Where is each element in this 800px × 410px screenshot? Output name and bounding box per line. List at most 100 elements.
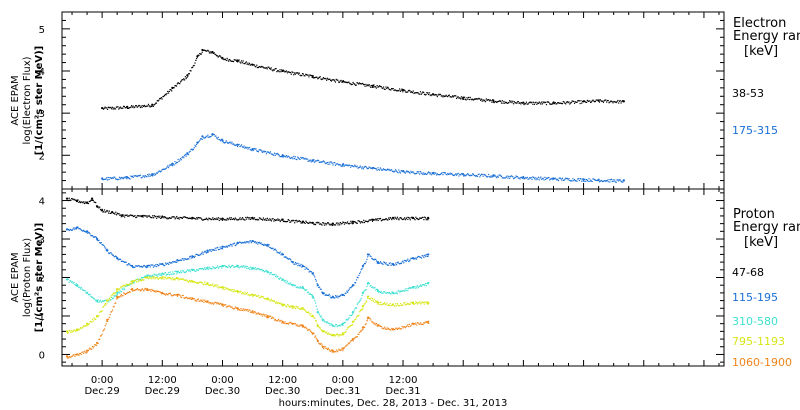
scatter-dot bbox=[193, 217, 195, 219]
scatter-dot bbox=[85, 231, 87, 234]
scatter-dot bbox=[139, 174, 142, 176]
scatter-dot bbox=[165, 274, 167, 276]
scatter-dot bbox=[240, 144, 243, 146]
scatter-dot bbox=[424, 94, 426, 96]
scatter-dot bbox=[244, 146, 247, 148]
scatter-dot bbox=[143, 104, 146, 107]
scatter-dot bbox=[139, 105, 141, 107]
scatter-dot bbox=[312, 272, 314, 274]
scatter-dot bbox=[178, 279, 180, 281]
scatter-dot bbox=[565, 103, 567, 105]
scatter-dot bbox=[500, 102, 503, 104]
scatter-dot bbox=[286, 220, 289, 222]
scatter-dot bbox=[399, 172, 402, 174]
scatter-dot bbox=[297, 306, 299, 308]
scatter-dot bbox=[189, 271, 191, 273]
scatter-dot bbox=[544, 176, 546, 179]
scatter-dot bbox=[147, 266, 149, 268]
scatter-dot bbox=[259, 66, 261, 68]
scatter-dot bbox=[312, 77, 314, 79]
scatter-dot bbox=[147, 105, 149, 107]
scatter-dot bbox=[412, 257, 414, 259]
scatter-dot bbox=[449, 96, 451, 98]
scatter-dot bbox=[480, 173, 483, 176]
scatter-dot bbox=[155, 291, 157, 293]
scatter-dot bbox=[215, 301, 217, 304]
scatter-dot bbox=[442, 96, 444, 98]
scatter-dot bbox=[621, 100, 623, 103]
scatter-dot bbox=[443, 172, 446, 174]
scatter-dot bbox=[148, 105, 150, 107]
scatter-dot bbox=[265, 153, 268, 155]
scatter-dot bbox=[240, 145, 242, 147]
scatter-dot bbox=[192, 281, 195, 283]
scatter-dot bbox=[367, 167, 369, 170]
scatter-dot bbox=[285, 256, 287, 258]
scatter-dot bbox=[112, 306, 114, 308]
scatter-dot bbox=[91, 348, 93, 350]
scatter-dot bbox=[594, 179, 597, 181]
scatter-dot bbox=[260, 314, 262, 316]
scatter-dot bbox=[260, 242, 262, 244]
scatter-dot bbox=[137, 265, 139, 267]
scatter-dot bbox=[577, 178, 579, 180]
scatter-dot bbox=[345, 222, 347, 224]
scatter-dot bbox=[175, 277, 177, 279]
scatter-dot bbox=[167, 167, 170, 169]
scatter-dot bbox=[176, 161, 178, 164]
scatter-dot bbox=[335, 349, 338, 351]
scatter-dot bbox=[559, 102, 561, 104]
scatter-dot bbox=[421, 92, 423, 94]
scatter-dot bbox=[262, 66, 264, 68]
scatter-dot bbox=[299, 308, 301, 310]
scatter-dot bbox=[355, 222, 358, 224]
scatter-dot bbox=[322, 320, 324, 322]
scatter-dot bbox=[162, 273, 164, 275]
scatter-dot bbox=[420, 322, 422, 324]
scatter-dot bbox=[133, 266, 135, 269]
scatter-dot bbox=[172, 216, 174, 218]
scatter-dot bbox=[313, 297, 315, 299]
scatter-dot bbox=[200, 253, 202, 255]
scatter-dot bbox=[322, 331, 325, 333]
scatter-dot bbox=[145, 175, 147, 178]
scatter-dot bbox=[278, 278, 280, 280]
scatter-dot bbox=[567, 102, 569, 104]
scatter-dot bbox=[144, 277, 146, 279]
scatter-dot bbox=[363, 304, 365, 306]
scatter-dot bbox=[179, 259, 181, 262]
scatter-dot bbox=[169, 89, 171, 91]
scatter-dot bbox=[148, 264, 150, 267]
scatter-dot bbox=[492, 176, 494, 178]
scatter-dot bbox=[335, 222, 338, 224]
scatter-dot bbox=[325, 79, 328, 81]
scatter-dot bbox=[316, 283, 318, 285]
scatter-dot bbox=[361, 268, 363, 270]
scatter-dot bbox=[433, 94, 435, 96]
scatter-dot bbox=[100, 241, 102, 244]
scatter-dot bbox=[553, 178, 556, 180]
scatter-dot bbox=[148, 276, 151, 278]
scatter-dot bbox=[104, 303, 106, 305]
scatter-dot bbox=[418, 323, 420, 325]
scatter-dot bbox=[299, 265, 301, 267]
scatter-dot bbox=[578, 100, 580, 102]
scatter-dot bbox=[417, 302, 419, 304]
scatter-dot bbox=[338, 81, 341, 83]
scatter-dot bbox=[334, 325, 336, 328]
scatter-dot bbox=[600, 179, 602, 182]
scatter-dot bbox=[254, 267, 256, 269]
scatter-dot bbox=[211, 51, 213, 53]
scatter-dot bbox=[444, 172, 446, 174]
scatter-dot bbox=[258, 268, 260, 270]
scatter-dot bbox=[189, 150, 191, 153]
scatter-dot bbox=[99, 300, 101, 302]
scatter-dot bbox=[262, 269, 265, 271]
scatter-dot bbox=[412, 217, 415, 219]
scatter-dot bbox=[383, 168, 385, 171]
scatter-dot bbox=[228, 289, 230, 291]
scatter-dot bbox=[172, 294, 175, 296]
scatter-dot bbox=[441, 95, 443, 97]
scatter-dot bbox=[484, 99, 486, 101]
scatter-dot bbox=[170, 262, 172, 264]
